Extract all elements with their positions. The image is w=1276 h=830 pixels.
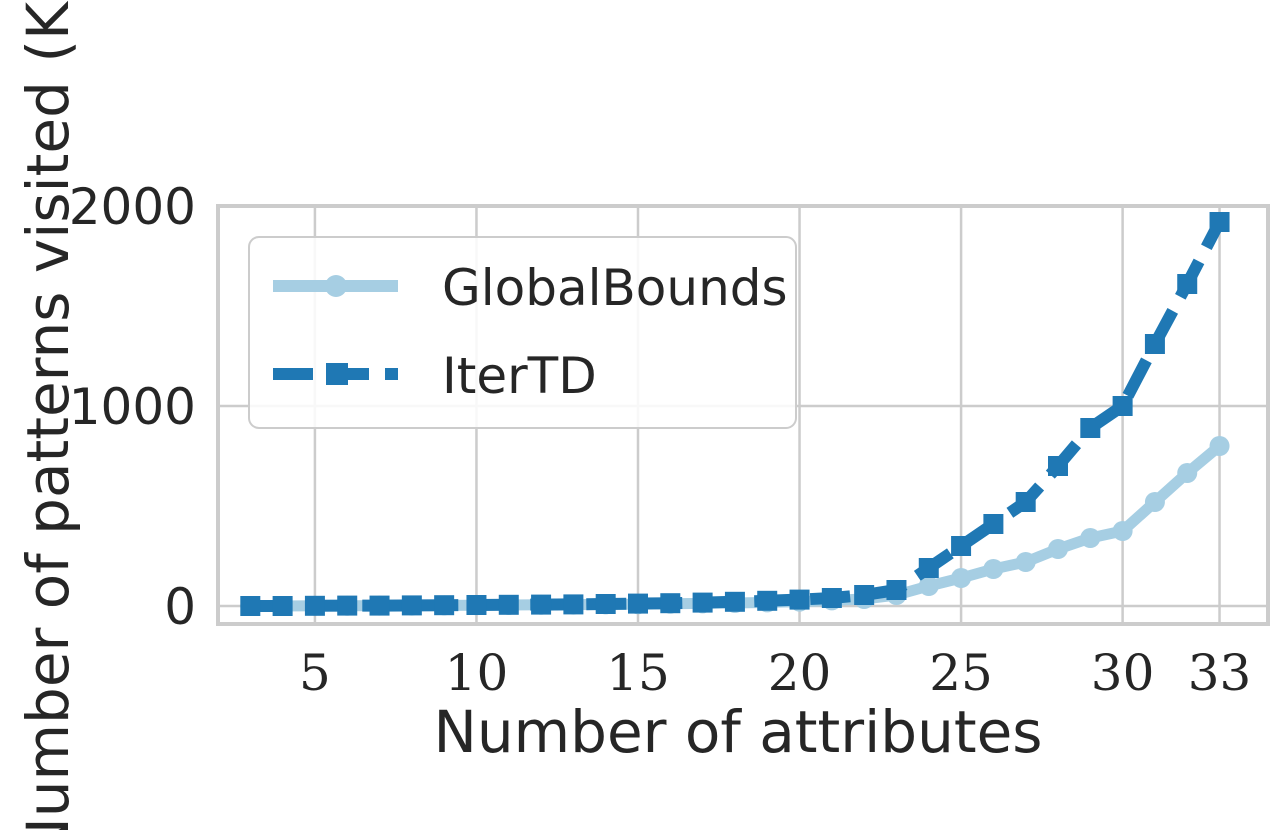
point-globalbounds: [1048, 539, 1068, 559]
y-axis-label: Number of patterns visited (K): [14, 0, 82, 830]
legend-label-itertd: IterTD: [442, 347, 597, 405]
x-tick-label: 10: [445, 644, 509, 702]
point-globalbounds: [1177, 463, 1198, 483]
point-itertd: [337, 595, 358, 616]
point-itertd: [918, 558, 939, 578]
legend-marker-itertd: [326, 363, 348, 385]
point-globalbounds: [983, 559, 1004, 579]
x-tick-label: 30: [1091, 644, 1155, 702]
point-itertd: [757, 590, 778, 611]
legend-marker-globalbounds: [325, 275, 347, 297]
point-itertd: [821, 588, 842, 608]
point-itertd: [692, 592, 713, 613]
point-itertd: [628, 593, 648, 614]
point-itertd: [1112, 396, 1133, 416]
point-itertd: [240, 596, 261, 616]
series-line-globalbounds: [250, 441, 1224, 612]
point-itertd: [498, 594, 519, 615]
series-layer: [240, 212, 1230, 616]
point-globalbounds: [1080, 528, 1101, 548]
point-itertd: [434, 595, 455, 616]
point-itertd: [660, 593, 681, 614]
point-itertd: [724, 591, 745, 612]
point-itertd: [789, 589, 810, 610]
point-itertd: [531, 594, 552, 615]
point-itertd: [1015, 492, 1036, 512]
point-itertd: [304, 595, 325, 616]
point-itertd: [1177, 274, 1198, 294]
point-globalbounds: [1112, 521, 1133, 541]
point-itertd: [951, 536, 972, 556]
point-itertd: [401, 595, 422, 616]
point-globalbounds: [1144, 492, 1165, 512]
legend: GlobalBounds IterTD: [248, 236, 797, 429]
point-itertd: [1048, 456, 1068, 476]
point-itertd: [886, 580, 907, 600]
x-axis-label: Number of attributes: [434, 698, 1043, 766]
x-tick-label: 25: [929, 644, 993, 702]
point-itertd: [595, 594, 616, 614]
legend-label-globalbounds: GlobalBounds: [442, 259, 788, 317]
y-tick-label: 1000: [69, 378, 196, 436]
point-itertd: [1144, 334, 1165, 354]
x-tick-label: 20: [768, 644, 832, 702]
point-itertd: [369, 595, 390, 616]
point-itertd: [854, 585, 875, 605]
point-globalbounds: [951, 568, 972, 588]
plot-frame: [216, 204, 1270, 626]
point-globalbounds: [1209, 436, 1230, 456]
legend-entry-itertd: [273, 363, 398, 385]
y-tick-label: 0: [164, 578, 196, 636]
tick-layer: 5 10 15 20 25 30 33 0 1000 2000: [69, 178, 1252, 702]
point-itertd: [466, 595, 487, 615]
point-itertd: [1209, 212, 1230, 232]
point-itertd: [1080, 418, 1101, 438]
x-tick-label: 5: [299, 644, 331, 702]
x-tick-label: 15: [606, 644, 670, 702]
legend-entry-globalbounds: [273, 275, 398, 297]
y-tick-label: 2000: [69, 178, 196, 236]
x-tick-label: 33: [1188, 644, 1252, 702]
point-itertd: [563, 594, 584, 615]
point-itertd: [983, 514, 1004, 534]
point-globalbounds: [1015, 552, 1036, 572]
point-globalbounds: [918, 576, 939, 596]
point-itertd: [272, 596, 293, 616]
